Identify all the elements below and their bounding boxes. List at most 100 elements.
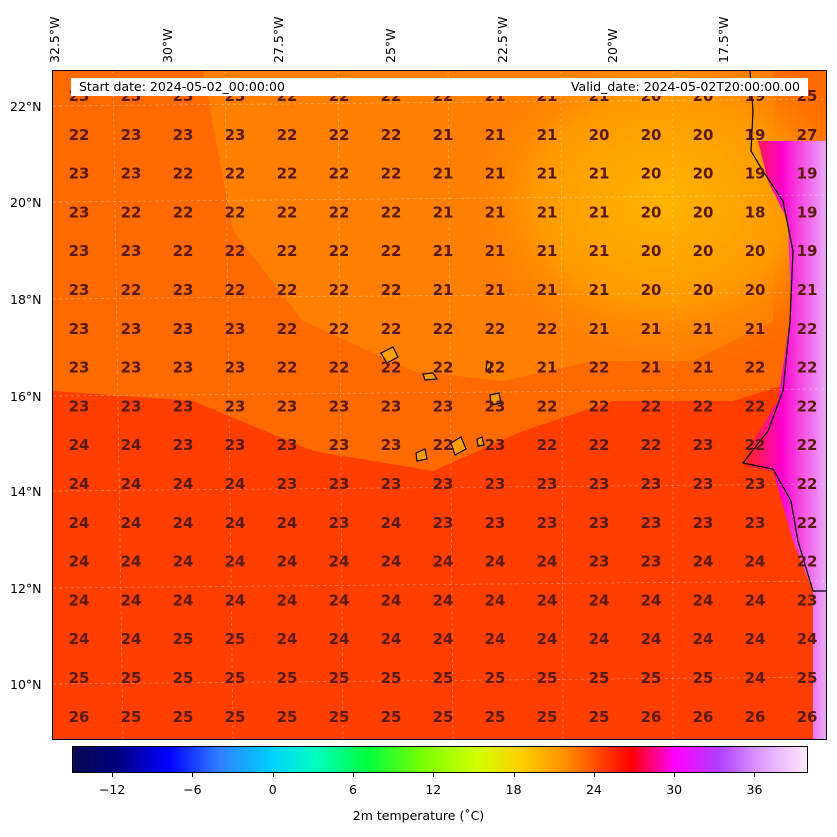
value-grid: 23 23 23 23 22 22 22 22 21 21 21 20 20 19 25 22 23 23 23 22… <box>69 87 818 726</box>
grid-value: 21 <box>485 281 506 299</box>
grid-value: 25 <box>641 669 662 687</box>
grid-value: 22 <box>433 436 454 454</box>
grid-value: 21 <box>433 281 454 299</box>
grid-value: 26 <box>797 708 818 726</box>
grid-value: 21 <box>537 281 558 299</box>
grid-value: 24 <box>173 591 194 609</box>
grid-value: 24 <box>693 553 714 571</box>
grid-value: 21 <box>485 126 506 144</box>
grid-value: 19 <box>797 242 818 260</box>
grid-value: 21 <box>589 242 610 260</box>
grid-value: 24 <box>433 553 454 571</box>
grid-value: 25 <box>589 669 610 687</box>
valid-date-label: Valid_date: 2024-05-02T20:00:00.00 <box>570 79 800 94</box>
grid-value: 24 <box>225 591 246 609</box>
grid-value: 22 <box>381 320 402 338</box>
grid-value: 22 <box>797 475 818 493</box>
grid-value: 21 <box>433 165 454 183</box>
grid-value: 24 <box>121 591 142 609</box>
grid-value: 22 <box>745 397 766 415</box>
colorbar-tick-mark <box>192 773 194 777</box>
grid-value: 22 <box>225 203 246 221</box>
grid-value: 22 <box>589 397 610 415</box>
grid-value: 23 <box>381 397 402 415</box>
grid-value: 23 <box>69 359 90 377</box>
grid-value: 19 <box>797 165 818 183</box>
grid-value: 22 <box>121 203 142 221</box>
grid-value: 22 <box>589 359 610 377</box>
colorbar-tick-label: 36 <box>746 782 763 797</box>
grid-value: 23 <box>69 397 90 415</box>
grid-value: 22 <box>329 281 350 299</box>
grid-value: 24 <box>329 630 350 648</box>
grid-value: 21 <box>485 242 506 260</box>
grid-value: 24 <box>797 630 818 648</box>
grid-value: 25 <box>329 708 350 726</box>
lon-label: 20°W <box>605 28 620 63</box>
grid-value: 22 <box>745 436 766 454</box>
grid-value: 25 <box>225 669 246 687</box>
map-panel: 23 23 23 23 22 22 22 22 21 21 21 20 20 19 25 22 23 23 23 22… <box>52 70 827 740</box>
grid-value: 23 <box>589 514 610 532</box>
grid-value: 27 <box>797 126 818 144</box>
grid-value: 21 <box>485 203 506 221</box>
grid-value: 22 <box>381 242 402 260</box>
grid-value: 24 <box>589 630 610 648</box>
grid-value: 21 <box>433 203 454 221</box>
colorbar-tick-mark <box>674 773 676 777</box>
grid-value: 23 <box>589 553 610 571</box>
grid-value: 20 <box>641 242 662 260</box>
grid-value: 23 <box>745 475 766 493</box>
grid-value: 23 <box>225 320 246 338</box>
lat-label: 14°N <box>10 484 42 499</box>
grid-value: 22 <box>121 281 142 299</box>
grid-value: 21 <box>589 203 610 221</box>
grid-value: 23 <box>121 397 142 415</box>
grid-value: 23 <box>173 320 194 338</box>
grid-value: 23 <box>121 126 142 144</box>
grid-value: 22 <box>277 281 298 299</box>
lon-label: 27.5°W <box>271 16 286 63</box>
grid-value: 24 <box>537 553 558 571</box>
grid-value: 22 <box>329 165 350 183</box>
lat-label: 22°N <box>10 99 42 114</box>
grid-value: 24 <box>381 553 402 571</box>
colorbar-tick-label: 30 <box>666 782 683 797</box>
grid-value: 22 <box>277 126 298 144</box>
grid-value: 20 <box>641 126 662 144</box>
grid-value: 22 <box>277 320 298 338</box>
grid-value: 25 <box>589 708 610 726</box>
grid-value: 23 <box>485 514 506 532</box>
grid-value: 25 <box>121 669 142 687</box>
grid-value: 26 <box>693 708 714 726</box>
lat-label: 20°N <box>10 195 42 210</box>
grid-value: 23 <box>69 281 90 299</box>
grid-value: 20 <box>641 165 662 183</box>
grid-value: 20 <box>589 126 610 144</box>
grid-value: 23 <box>329 397 350 415</box>
grid-value: 22 <box>797 436 818 454</box>
grid-value: 25 <box>381 669 402 687</box>
grid-value: 23 <box>329 475 350 493</box>
grid-value: 24 <box>69 436 90 454</box>
grid-value: 25 <box>225 708 246 726</box>
grid-value: 22 <box>589 436 610 454</box>
grid-value: 23 <box>69 165 90 183</box>
grid-value: 23 <box>69 203 90 221</box>
grid-value: 23 <box>381 436 402 454</box>
grid-value: 25 <box>485 669 506 687</box>
lon-label: 17.5°W <box>716 16 731 63</box>
grid-value: 25 <box>693 669 714 687</box>
grid-value: 23 <box>641 514 662 532</box>
colorbar-tick-mark <box>754 773 756 777</box>
colorbar-label: 2m temperature (˚C) <box>352 808 485 823</box>
colorbar-tick-label: −6 <box>183 782 202 797</box>
grid-value: 23 <box>589 475 610 493</box>
grid-value: 20 <box>693 281 714 299</box>
colorbar-tick-label: 18 <box>505 782 522 797</box>
grid-value: 25 <box>121 708 142 726</box>
grid-value: 23 <box>329 436 350 454</box>
grid-value: 22 <box>381 165 402 183</box>
grid-value: 24 <box>433 591 454 609</box>
grid-value: 23 <box>121 320 142 338</box>
